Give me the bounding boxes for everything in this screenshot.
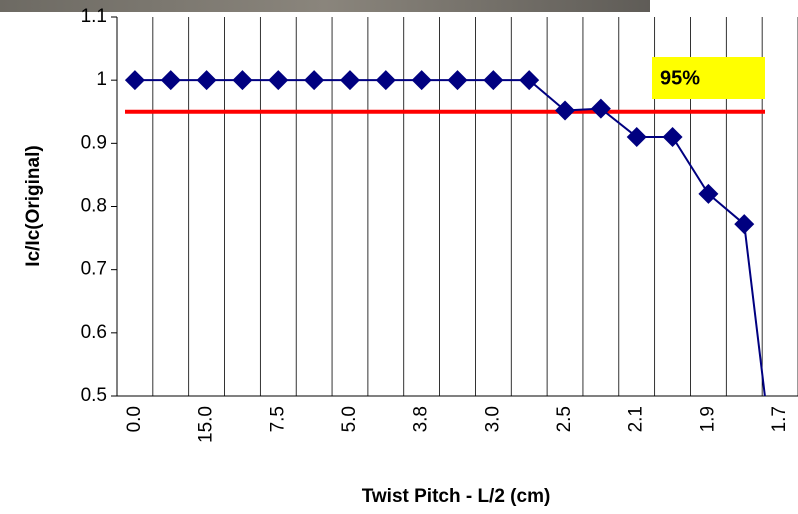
data-point <box>555 100 576 121</box>
data-point <box>519 70 540 91</box>
y-tick-label: 0.9 <box>81 132 107 153</box>
data-point <box>447 70 468 91</box>
x-tick-label: 3.8 <box>411 406 432 432</box>
x-tick-label: 5.0 <box>339 406 360 432</box>
grid <box>152 17 798 396</box>
data-point <box>590 98 611 119</box>
y-tick-label: 0.5 <box>81 385 107 406</box>
photo-strip <box>0 0 650 12</box>
y-tick-label: 0.7 <box>81 259 107 280</box>
data-point <box>124 70 145 91</box>
x-tick-label: 2.1 <box>626 406 647 432</box>
plot-area <box>124 70 766 396</box>
data-point <box>734 214 755 235</box>
data-point <box>662 127 683 148</box>
x-tick-label: 3.0 <box>482 406 503 432</box>
data-point <box>698 183 719 204</box>
data-point <box>268 70 289 91</box>
y-tick-label: 0.6 <box>81 322 107 343</box>
y-tick-label: 0.8 <box>81 196 107 217</box>
x-tick-label: 15.0 <box>196 406 217 443</box>
data-point <box>339 70 360 91</box>
data-point <box>626 127 647 148</box>
x-tick-label: 1.7 <box>769 406 790 432</box>
y-tick-label: 1.1 <box>81 6 107 27</box>
annotation-box <box>652 57 765 99</box>
data-point <box>304 70 325 91</box>
data-point <box>160 70 181 91</box>
data-point <box>483 70 504 91</box>
data-point <box>375 70 396 91</box>
y-axis-title: Ic/Ic(Original) <box>23 145 44 266</box>
data-point <box>411 70 432 91</box>
x-tick-label: 0.0 <box>124 406 145 432</box>
series-line <box>134 79 766 396</box>
x-tick-label: 2.5 <box>554 406 575 432</box>
data-point <box>196 70 217 91</box>
x-tick-label: 7.5 <box>267 406 288 432</box>
annotation: 95% <box>660 67 700 89</box>
x-axis-title: Twist Pitch - L/2 (cm) <box>362 486 551 507</box>
y-tick-label: 1 <box>96 69 107 90</box>
data-point <box>232 70 253 91</box>
x-tick-label: 1.9 <box>697 406 718 432</box>
